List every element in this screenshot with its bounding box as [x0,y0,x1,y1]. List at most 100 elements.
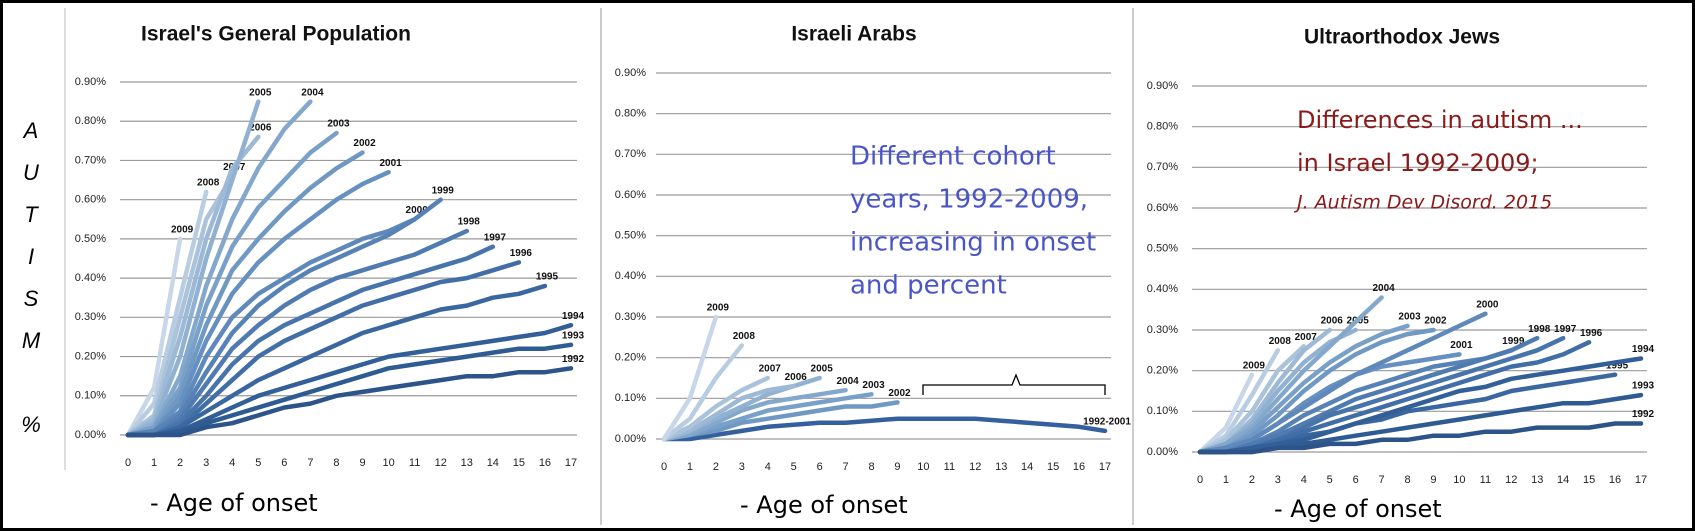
y-tick-label: 0.10% [615,392,646,404]
series-label: 2006 [249,123,272,134]
y-tick-label: 0.60% [75,194,106,206]
series-label: 1998 [1528,324,1551,335]
annotation: Differences in autism ... [1297,106,1583,134]
x-tick-label: 1 [687,461,693,473]
x-axis-label: - Age of onset [1274,495,1442,523]
series-label: 2002 [1424,316,1447,327]
x-tick-label: 4 [229,457,235,469]
series-label: 1998 [458,217,481,228]
chart-title: Israeli Arabs [791,23,916,46]
x-tick-label: 5 [1327,474,1333,486]
y-tick-label: 0.90% [615,67,646,79]
y-tick-label: 0.30% [1147,324,1178,336]
series-label: 2005 [811,364,834,375]
x-tick-label: 2 [713,461,719,473]
cohort-line [1197,344,1307,455]
y-tick-label: 0.80% [1147,121,1178,133]
x-tick-label: 13 [1531,474,1543,486]
x-tick-label: 7 [307,457,313,469]
chart-title: Ultraorthodox Jews [1304,26,1500,49]
annotation: and percent [850,271,1007,301]
series-label: 2005 [249,87,272,98]
series-label: 2000 [406,205,429,216]
cohort-line [125,150,365,438]
cohort-line [1197,421,1644,455]
x-tick-label: 16 [539,457,551,469]
series-label: 1994 [1632,344,1655,355]
x-tick-label: 7 [843,461,849,473]
x-tick-label: 4 [765,461,771,473]
x-tick-label: 8 [868,461,874,473]
y-tick-label: 0.40% [75,272,106,284]
cohort-line [125,260,522,438]
cohort-line [125,283,548,438]
y-tick-label: 0.70% [1147,161,1178,173]
series-label: 2007 [1295,332,1318,343]
bracket [922,373,1106,395]
cohort-line [1197,356,1644,455]
series-label: 2003 [1398,312,1421,323]
x-tick-label: 2 [1249,474,1255,486]
cohort-line [1197,295,1384,455]
y-tick-label: 0.20% [1147,365,1178,377]
cohort-line [1197,335,1540,455]
x-tick-label: 16 [1609,474,1621,486]
y-tick-label: 0.40% [615,270,646,282]
x-tick-label: 12 [435,457,447,469]
x-tick-label: 0 [125,457,131,469]
annotation: increasing in onset [850,228,1096,258]
series-label: 1992 [562,354,585,365]
cohort-line [125,197,443,438]
cohort-line [125,130,339,438]
series-label: 1994 [562,311,585,322]
citation: J. Autism Dev Disord. 2015 [1293,192,1552,214]
x-tick-label: 6 [817,461,823,473]
series-label: 1992-2001 [1083,417,1131,428]
y-tick-label: 0.60% [615,189,646,201]
cohort-line [125,228,470,438]
y-tick-label: 0.20% [615,352,646,364]
series-label: 1992 [1632,409,1655,420]
x-tick-label: 17 [1635,474,1647,486]
x-tick-label: 9 [1430,474,1436,486]
series-label: 1993 [562,330,585,341]
y-tick-label: 0.20% [75,350,106,362]
cohort-line [125,342,574,438]
y-tick-label: 0.50% [75,233,106,245]
cohort-line [661,343,745,442]
cohort-line [125,217,417,438]
y-tick-label: 0.10% [1147,405,1178,417]
cohort-line [125,244,496,438]
series-label: 2001 [379,158,402,169]
x-tick-label: 15 [513,457,525,469]
y-tick-label: 0.40% [1147,283,1178,295]
series-label: 1999 [432,185,455,196]
x-tick-label: 13 [995,461,1007,473]
x-tick-label: 14 [1557,474,1569,486]
cohort-line [125,236,183,438]
x-tick-label: 13 [461,457,473,469]
x-tick-label: 10 [917,461,929,473]
series-label: 2008 [197,177,220,188]
series-label: 2009 [171,225,194,236]
x-tick-label: 11 [944,461,955,473]
y-tick-label: 0.60% [1147,202,1178,214]
y-tick-label: 0.10% [75,390,106,402]
x-tick-label: 14 [1021,461,1033,473]
y-tick-label: 0.50% [1147,243,1178,255]
series-label: 2009 [707,303,730,314]
cohort-line [1197,372,1255,455]
x-tick-label: 0 [1197,474,1203,486]
series-label: 2006 [785,372,808,383]
series-label: 2008 [733,331,756,342]
x-tick-label: 3 [739,461,745,473]
x-tick-label: 1 [1223,474,1229,486]
cohort-line [125,366,574,438]
cohort-line [661,387,848,442]
x-tick-label: 9 [359,457,365,469]
series-label: 2004 [1372,283,1395,294]
x-tick-label: 8 [1404,474,1410,486]
y-tick-label: 0.70% [615,148,646,160]
series-label: 1996 [510,248,533,259]
